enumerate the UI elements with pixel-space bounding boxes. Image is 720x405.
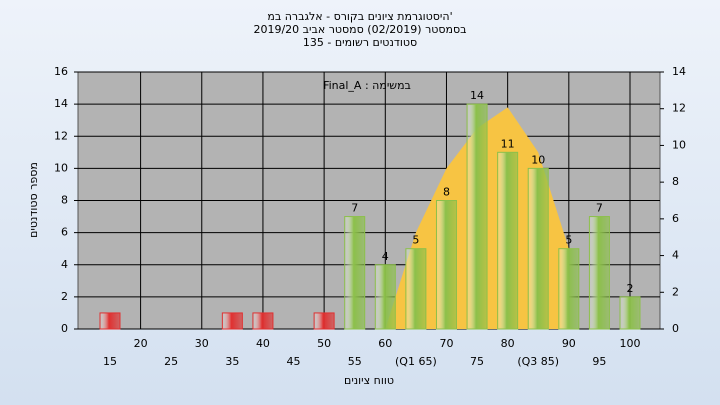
x-tick-label: 20 (134, 337, 148, 350)
value-label: 11 (501, 137, 515, 150)
value-label: 5 (565, 234, 572, 247)
x-tick-label: 30 (195, 337, 209, 350)
y-axis-label: מספר סטודנטים (27, 162, 40, 238)
y2-tick-label: 14 (672, 65, 686, 78)
bar (435, 200, 457, 330)
chart-title: 'היסטוגרמת ציונים בקורס - אלגברה במ (267, 10, 452, 23)
y-tick-label: 6 (61, 226, 68, 239)
value-label: 5 (412, 234, 419, 247)
x-tick-label: 70 (439, 337, 453, 350)
bar (588, 216, 610, 330)
bar (99, 312, 121, 330)
bar (558, 248, 580, 330)
x-tick-label: 95 (592, 355, 606, 368)
y-tick-label: 10 (54, 161, 68, 174)
value-label: 10 (531, 153, 545, 166)
value-label: 2 (627, 282, 634, 295)
chart-subtitle: בסמסטר (02/2019) סמסטר אביב 2019/20 (253, 23, 466, 36)
bar (313, 312, 335, 330)
bar (221, 312, 243, 330)
y-tick-label: 4 (61, 258, 68, 271)
x-tick-label: 90 (562, 337, 576, 350)
x-tick-label: 100 (620, 337, 641, 350)
value-label: 7 (596, 202, 603, 215)
chart-subtitle: סטודנטים רשומים - 135 (303, 36, 417, 49)
annotation: במשימה : Final_A (323, 79, 411, 92)
x-tick-label: 75 (470, 355, 484, 368)
x-tick-label: (Q1 65) (395, 355, 437, 368)
x-tick-label: 80 (501, 337, 515, 350)
bar (466, 103, 488, 330)
y-tick-label: 0 (61, 322, 68, 335)
bar (619, 296, 641, 330)
bar (374, 264, 396, 330)
y2-tick-label: 2 (672, 285, 679, 298)
x-tick-label: 50 (317, 337, 331, 350)
x-tick-label: 15 (103, 355, 117, 368)
x-tick-label: (Q3 85) (517, 355, 559, 368)
y2-tick-label: 4 (672, 249, 679, 262)
value-label: 8 (443, 186, 450, 199)
y-tick-label: 12 (54, 129, 68, 142)
x-tick-label: 55 (348, 355, 362, 368)
y-tick-label: 14 (54, 97, 68, 110)
x-axis-label: טווח ציונים (344, 374, 394, 387)
bar (497, 151, 519, 330)
y2-tick-label: 0 (672, 322, 679, 335)
y-tick-label: 8 (61, 194, 68, 207)
y2-tick-label: 6 (672, 212, 679, 225)
value-label: 14 (470, 89, 484, 102)
bar (344, 216, 366, 330)
value-label: 7 (351, 202, 358, 215)
x-tick-label: 45 (287, 355, 301, 368)
y-tick-label: 16 (54, 65, 68, 78)
y2-tick-label: 10 (672, 138, 686, 151)
x-tick-label: 25 (164, 355, 178, 368)
x-tick-label: 60 (378, 337, 392, 350)
bar (405, 248, 427, 330)
bar (252, 312, 274, 330)
y-tick-label: 2 (61, 290, 68, 303)
x-tick-label: 35 (225, 355, 239, 368)
x-tick-label: 40 (256, 337, 270, 350)
y2-tick-label: 12 (672, 102, 686, 115)
value-label: 4 (382, 250, 389, 263)
bar (527, 167, 549, 330)
y2-tick-label: 8 (672, 175, 679, 188)
